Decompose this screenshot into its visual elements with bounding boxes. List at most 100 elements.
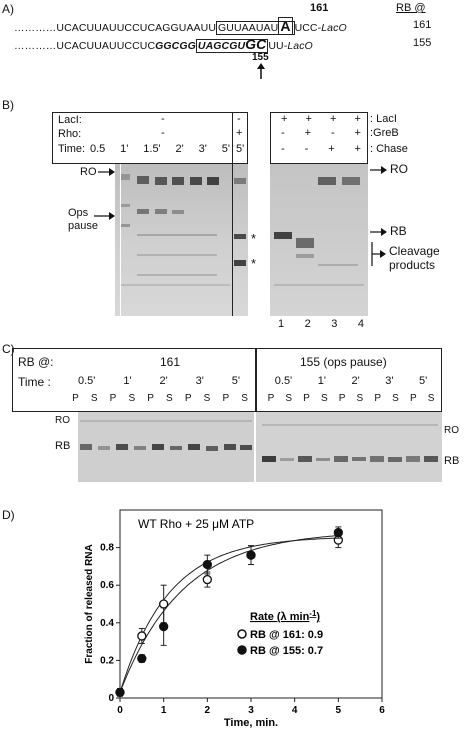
- x-tick-label: 0: [117, 705, 123, 716]
- p-label: P: [184, 393, 192, 404]
- panel-d-label: D): [2, 508, 15, 522]
- greb-row-label: :GreB: [370, 127, 399, 139]
- gel-bands: [120, 174, 246, 286]
- arrow-right-icon: [98, 168, 115, 176]
- laci-sign: +: [305, 113, 312, 125]
- panel-c-right-header: [256, 348, 442, 412]
- x-tick-label: 2: [205, 705, 211, 716]
- left-time-labels: 0.5' 1' 2' 3' 5': [64, 375, 254, 387]
- greb-row: - + - +: [281, 127, 361, 139]
- data-point: [246, 550, 256, 560]
- greb-sign: -: [281, 127, 285, 139]
- time-label: Time :: [18, 375, 51, 389]
- chase-sign: -: [304, 143, 309, 155]
- arrow-right-icon: [370, 166, 387, 174]
- boxed-seq: GUUAAUAU: [218, 22, 279, 34]
- legend-marker: [237, 629, 247, 639]
- arrow-right-icon: [370, 228, 387, 236]
- panel-c-label: C): [2, 342, 15, 356]
- ops-pause-label: Ops pause: [68, 207, 98, 232]
- data-point: [202, 559, 212, 570]
- greb-sign: +: [304, 127, 312, 139]
- boxed-region: UAGCGUGC: [195, 36, 269, 53]
- gel-bands: [80, 420, 252, 451]
- boxed-region: GUUAAUAU A: [216, 17, 295, 35]
- greb-sign: -: [330, 127, 335, 139]
- laci-sign: +: [330, 113, 337, 125]
- fit-curve: [119, 537, 341, 693]
- gel-divider: [120, 164, 121, 316]
- data-point: [202, 574, 212, 585]
- lane-numbers: 1 2 3 4: [278, 318, 364, 330]
- s-label: S: [90, 393, 98, 404]
- panel-c-left-header: [12, 348, 256, 412]
- gel-panel-b-left: [115, 164, 248, 316]
- laci-minus: -: [161, 113, 165, 125]
- s-label: S: [427, 393, 435, 404]
- data-point: [333, 527, 343, 538]
- y-tick-label: 0.8: [100, 543, 114, 554]
- star-marker: *: [251, 231, 257, 246]
- rb-value-155: 155: [413, 37, 432, 49]
- time-label: 5': [221, 143, 230, 155]
- ro-right-label: RO: [444, 425, 459, 436]
- data-point: [159, 599, 169, 609]
- position-155-label: 155: [252, 52, 269, 63]
- p-label: P: [222, 393, 230, 404]
- y-axis-label: Fraction of released RNA: [84, 544, 95, 663]
- time-label: 1.5': [143, 143, 161, 155]
- right-title: 155 (ops pause): [300, 355, 387, 369]
- boxed-big: GC: [245, 36, 267, 52]
- gel-bands: [274, 177, 364, 286]
- cleavage-products-label: Cleavage products: [389, 244, 440, 272]
- chase-sign: +: [328, 143, 335, 155]
- x-axis-label: Time, min.: [224, 717, 278, 729]
- chase-row: - - + +: [281, 143, 361, 155]
- time-label: 1': [123, 375, 132, 387]
- s-label: S: [392, 393, 399, 404]
- time-labels: 0.5 1' 1.5' 2' 3' 5': [90, 143, 230, 155]
- gel-panel-c-left: [78, 412, 254, 482]
- lane-number: 1: [278, 318, 285, 330]
- laco-label: LacO: [287, 40, 313, 52]
- p-label: P: [338, 393, 346, 404]
- gel-panel-c-right: [256, 412, 442, 482]
- legend-marker: [237, 645, 247, 655]
- panel-b-label: B): [2, 98, 14, 112]
- ro-left-label: RO: [55, 415, 70, 426]
- boxed-seq: UAGCGU: [197, 40, 246, 52]
- dots: …………: [14, 22, 57, 34]
- data-point: [137, 653, 147, 664]
- laco-label: LacO: [321, 22, 347, 34]
- x-tick-label: 4: [292, 705, 298, 716]
- rho-row-label: Rho:: [58, 128, 82, 140]
- s-label: S: [320, 393, 328, 404]
- x-tick-label: 5: [336, 705, 342, 716]
- rb-at-label: RB @:: [18, 355, 54, 369]
- y-tick-label: 0.4: [100, 618, 114, 629]
- gel-panel-b-right: [270, 164, 368, 316]
- s-label: S: [241, 393, 248, 404]
- legend-entry: RB @ 155: 0.7: [250, 645, 323, 657]
- p-label: P: [147, 393, 154, 404]
- release-kinetics-chart: 0 1 2 3 4 5 6 0 0.2 0.4 0.6 0.8 Time, min. Fraction o…: [84, 509, 385, 729]
- lane-number: 3: [331, 318, 338, 330]
- time-label: 1': [120, 143, 129, 155]
- p-label: P: [303, 393, 310, 404]
- laci-sign: +: [281, 113, 288, 125]
- arrow-right-icon: [94, 212, 115, 220]
- laci-row-label: : LacI: [370, 113, 397, 125]
- s-label: S: [285, 393, 293, 404]
- p-label: P: [374, 393, 382, 404]
- time-label: 5': [231, 375, 240, 387]
- legend-close: ): [316, 611, 320, 623]
- y-tick-label: 0.2: [100, 655, 114, 666]
- time-row-label: Time:: [58, 143, 86, 155]
- rb-left-label: RB: [55, 440, 71, 452]
- seq-bold: GGCGG: [155, 40, 196, 52]
- rho-lane-rho-plus: +: [236, 127, 243, 139]
- gel-divider: [232, 164, 233, 316]
- rb-value-161: 161: [413, 19, 432, 31]
